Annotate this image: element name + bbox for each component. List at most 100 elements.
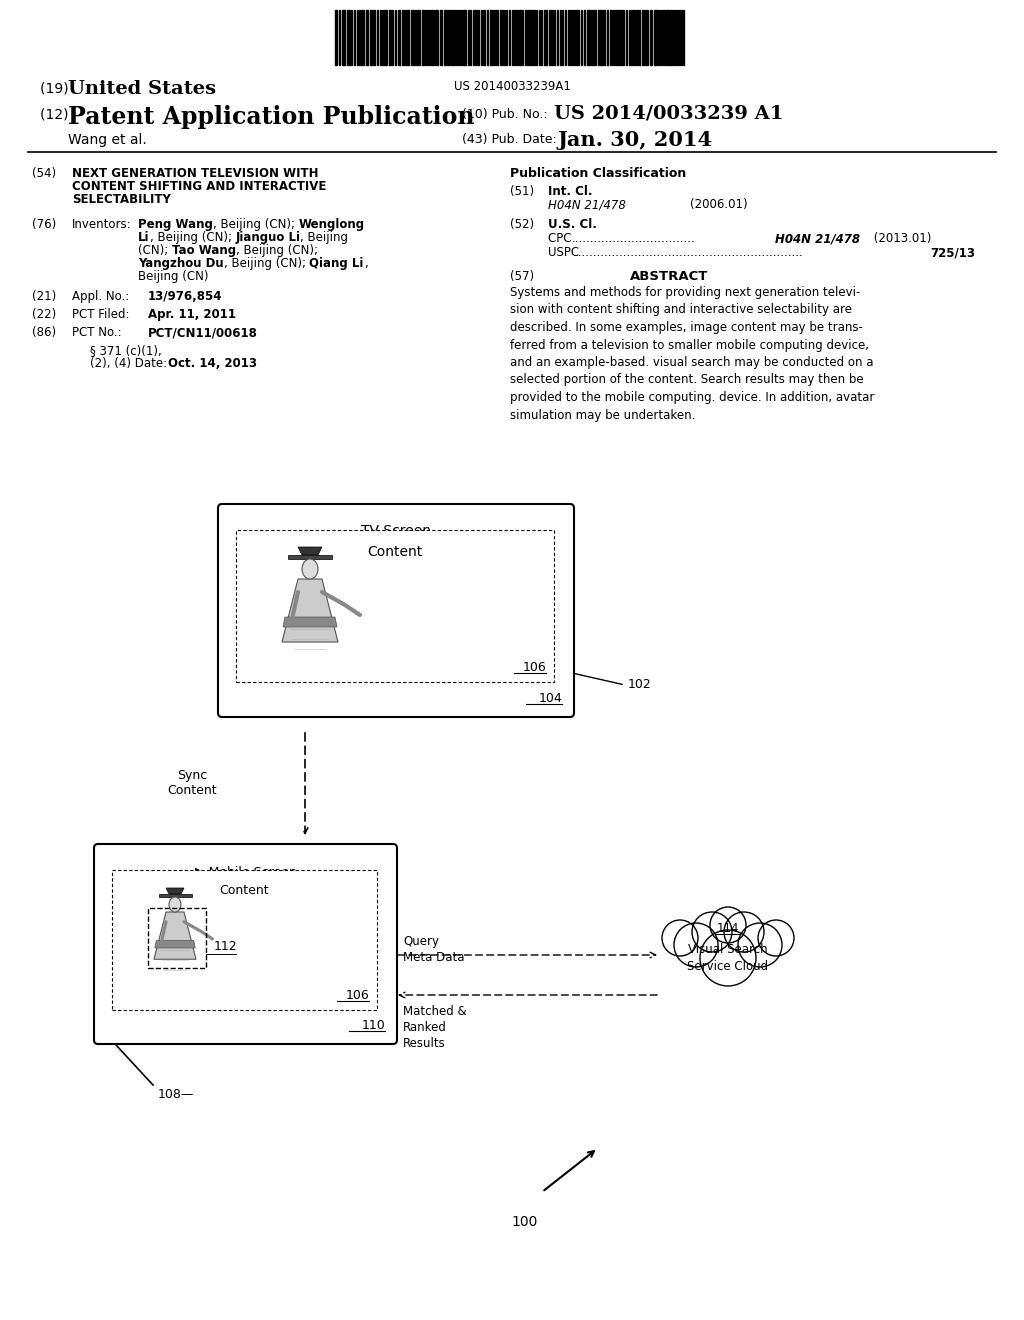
- Bar: [616, 11, 618, 65]
- Text: (43) Pub. Date:: (43) Pub. Date:: [462, 133, 557, 147]
- Polygon shape: [288, 554, 332, 558]
- Polygon shape: [282, 579, 338, 642]
- Text: Yangzhou Du: Yangzhou Du: [138, 257, 223, 271]
- Text: (2), (4) Date:: (2), (4) Date:: [90, 356, 167, 370]
- Text: Appl. No.:: Appl. No.:: [72, 290, 129, 304]
- Text: 102: 102: [628, 678, 651, 692]
- Text: (19): (19): [40, 82, 73, 96]
- Text: CPC: CPC: [548, 232, 575, 246]
- Bar: [444, 11, 446, 65]
- Text: 112: 112: [214, 940, 238, 953]
- Bar: [620, 11, 622, 65]
- Bar: [236, 531, 554, 682]
- Ellipse shape: [302, 558, 318, 579]
- Text: US 2014/0033239 A1: US 2014/0033239 A1: [554, 106, 783, 123]
- Text: 110: 110: [361, 1019, 385, 1032]
- Polygon shape: [283, 616, 337, 627]
- Text: (86): (86): [32, 326, 56, 339]
- Text: Visual Search
Service Cloud: Visual Search Service Cloud: [687, 942, 769, 973]
- Text: Jianguo Li: Jianguo Li: [236, 231, 300, 244]
- Circle shape: [758, 920, 794, 956]
- Text: Wenglong: Wenglong: [299, 218, 365, 231]
- Text: 108—: 108—: [158, 1089, 195, 1101]
- Text: 106: 106: [345, 989, 369, 1002]
- Text: H04N 21/478: H04N 21/478: [548, 198, 626, 211]
- Text: (10) Pub. No.:: (10) Pub. No.:: [462, 108, 552, 121]
- Text: United States: United States: [68, 81, 216, 98]
- Text: (51): (51): [510, 185, 535, 198]
- Text: 104: 104: [539, 692, 562, 705]
- Bar: [366, 11, 368, 65]
- Bar: [477, 11, 479, 65]
- Text: US 20140033239A1: US 20140033239A1: [454, 81, 570, 92]
- Bar: [587, 11, 590, 65]
- Text: Int. Cl.: Int. Cl.: [548, 185, 593, 198]
- Text: USPC: USPC: [548, 246, 583, 259]
- Text: (2006.01): (2006.01): [660, 198, 748, 211]
- Text: U.S. Cl.: U.S. Cl.: [548, 218, 597, 231]
- Polygon shape: [155, 940, 196, 948]
- Bar: [519, 11, 521, 65]
- Text: Patent Application Publication: Patent Application Publication: [68, 106, 474, 129]
- Text: 13/976,854: 13/976,854: [148, 290, 222, 304]
- Bar: [422, 11, 424, 65]
- Text: Qiang Li: Qiang Li: [309, 257, 364, 271]
- Bar: [544, 11, 547, 65]
- Polygon shape: [159, 894, 191, 898]
- Bar: [636, 11, 638, 65]
- Bar: [373, 11, 375, 65]
- Text: Wang et al.: Wang et al.: [68, 133, 146, 147]
- Bar: [452, 11, 454, 65]
- Text: Beijing (CN): Beijing (CN): [138, 271, 209, 282]
- Circle shape: [710, 907, 746, 942]
- Bar: [342, 11, 345, 65]
- Bar: [514, 11, 516, 65]
- Text: .............................................................: ........................................…: [575, 246, 804, 259]
- Text: Publication Classification: Publication Classification: [510, 168, 686, 180]
- Text: CONTENT SHIFTING AND INTERACTIVE: CONTENT SHIFTING AND INTERACTIVE: [72, 180, 327, 193]
- Text: (76): (76): [32, 218, 56, 231]
- Text: Inventors:: Inventors:: [72, 218, 132, 231]
- Bar: [490, 11, 492, 65]
- Text: Matched &
Ranked
Results: Matched & Ranked Results: [403, 1005, 467, 1049]
- Bar: [406, 11, 409, 65]
- Bar: [112, 870, 377, 1010]
- Text: , Beijing: , Beijing: [300, 231, 348, 244]
- Polygon shape: [154, 912, 196, 960]
- Polygon shape: [166, 888, 184, 894]
- Bar: [654, 11, 657, 65]
- Ellipse shape: [169, 898, 181, 912]
- Bar: [551, 11, 553, 65]
- Bar: [531, 11, 534, 65]
- Text: NEXT GENERATION TELEVISION WITH: NEXT GENERATION TELEVISION WITH: [72, 168, 318, 180]
- Bar: [670, 11, 672, 65]
- Bar: [633, 11, 635, 65]
- Text: Tao Wang: Tao Wang: [172, 244, 237, 257]
- Bar: [575, 11, 579, 65]
- Text: (52): (52): [510, 218, 535, 231]
- Text: 100: 100: [512, 1214, 539, 1229]
- Bar: [440, 11, 442, 65]
- Bar: [666, 11, 669, 65]
- Text: 106: 106: [522, 661, 546, 675]
- Bar: [148, 908, 206, 968]
- Text: Jan. 30, 2014: Jan. 30, 2014: [558, 129, 713, 150]
- Text: (CN);: (CN);: [138, 244, 172, 257]
- Text: (21): (21): [32, 290, 56, 304]
- Bar: [650, 11, 652, 65]
- Text: SELECTABILITY: SELECTABILITY: [72, 193, 171, 206]
- Text: .................................: .................................: [572, 232, 695, 246]
- Text: , Beijing (CN);: , Beijing (CN);: [223, 257, 309, 271]
- Bar: [431, 11, 433, 65]
- Circle shape: [662, 920, 698, 956]
- Text: Oct. 14, 2013: Oct. 14, 2013: [168, 356, 257, 370]
- Circle shape: [674, 923, 718, 968]
- Text: (22): (22): [32, 308, 56, 321]
- Text: , Beijing (CN);: , Beijing (CN);: [237, 244, 318, 257]
- Text: Content: Content: [368, 545, 423, 558]
- Bar: [335, 11, 337, 65]
- Circle shape: [738, 923, 782, 968]
- Text: PCT Filed:: PCT Filed:: [72, 308, 129, 321]
- Bar: [483, 11, 485, 65]
- Circle shape: [724, 912, 764, 952]
